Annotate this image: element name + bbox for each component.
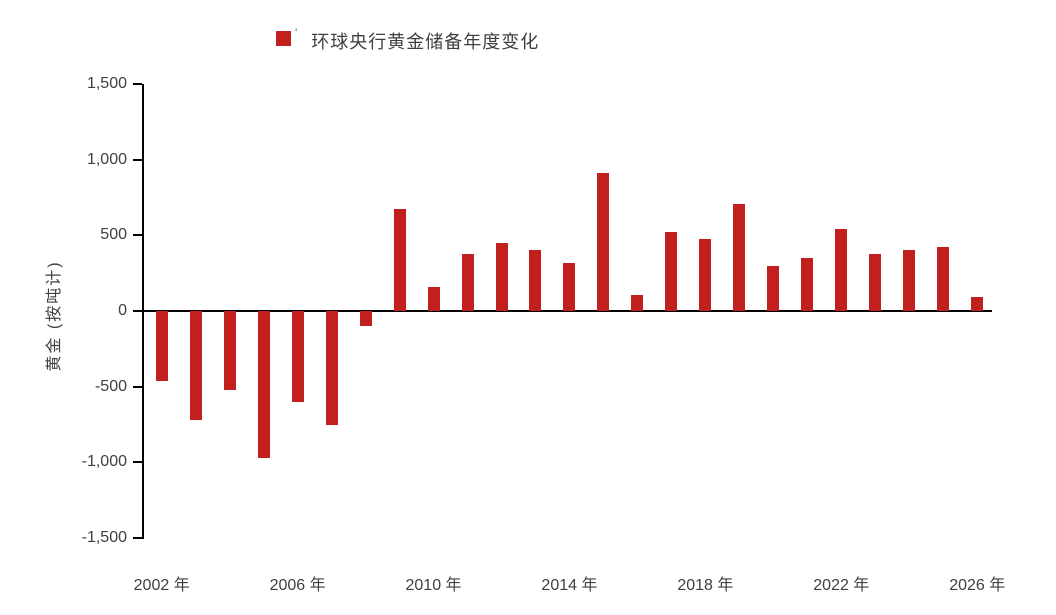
y-tick-label-500: 500 bbox=[100, 226, 127, 244]
bar-2022 bbox=[835, 228, 848, 311]
legend-label: 环球央行黄金储备年度变化 bbox=[311, 32, 540, 52]
bar-2014 bbox=[563, 263, 576, 311]
y-tick--500 bbox=[133, 385, 142, 388]
y-tick-label-1000: 1,000 bbox=[86, 150, 127, 168]
y-tick-label-1500: 1,500 bbox=[86, 75, 127, 92]
bar-2021 bbox=[801, 258, 814, 311]
x-tick-label-2026: 2026 年 bbox=[949, 577, 1006, 594]
x-tick-label-2006: 2006 年 bbox=[269, 577, 326, 594]
bar-2011 bbox=[461, 254, 474, 311]
bar-2005 bbox=[257, 311, 270, 458]
y-tick-label--1000: -1,000 bbox=[81, 453, 127, 471]
bar-2017 bbox=[665, 231, 678, 311]
x-tick-label-2018: 2018 年 bbox=[677, 577, 734, 594]
y-tick-label--500: -500 bbox=[94, 377, 127, 395]
x-axis-zero-line bbox=[142, 310, 992, 312]
bar-2010 bbox=[427, 286, 440, 311]
y-tick-500 bbox=[133, 234, 142, 237]
bar-2006 bbox=[291, 311, 304, 402]
y-tick-1500 bbox=[133, 83, 142, 85]
bar-2009 bbox=[393, 208, 406, 311]
bar-2012 bbox=[495, 242, 508, 311]
bar-2023 bbox=[869, 254, 882, 311]
y-tick-1000 bbox=[133, 158, 142, 161]
bar-2002 bbox=[155, 311, 168, 381]
bar-2013 bbox=[529, 249, 542, 311]
bar-2007 bbox=[325, 311, 338, 426]
y-tick-0 bbox=[133, 310, 142, 312]
legend-marker-square bbox=[276, 31, 291, 46]
x-tick-label-2010: 2010 年 bbox=[405, 577, 462, 594]
bar-2026 bbox=[971, 297, 984, 311]
bar-2004 bbox=[223, 311, 236, 390]
legend: ' 环球央行黄金储备年度变化 bbox=[276, 26, 540, 54]
bar-2008 bbox=[359, 311, 372, 327]
bar-2003 bbox=[189, 311, 202, 420]
bar-2019 bbox=[733, 203, 746, 311]
bar-2020 bbox=[767, 265, 780, 311]
x-tick-label-2014: 2014 年 bbox=[541, 577, 598, 594]
y-tick--1000 bbox=[133, 461, 142, 464]
y-tick-label--1500: -1,500 bbox=[81, 529, 127, 546]
bar-2018 bbox=[699, 239, 712, 311]
x-tick-label-2002: 2002 年 bbox=[133, 577, 190, 594]
bar-2025 bbox=[937, 246, 950, 311]
x-tick-label-2022: 2022 年 bbox=[813, 577, 870, 594]
bar-2015 bbox=[597, 172, 610, 311]
y-tick-label-0: 0 bbox=[118, 302, 127, 319]
legend-footnote-mark: ' bbox=[295, 26, 298, 40]
y-tick--1500 bbox=[133, 537, 142, 539]
bar-2024 bbox=[903, 250, 916, 311]
bar-2016 bbox=[631, 295, 644, 311]
